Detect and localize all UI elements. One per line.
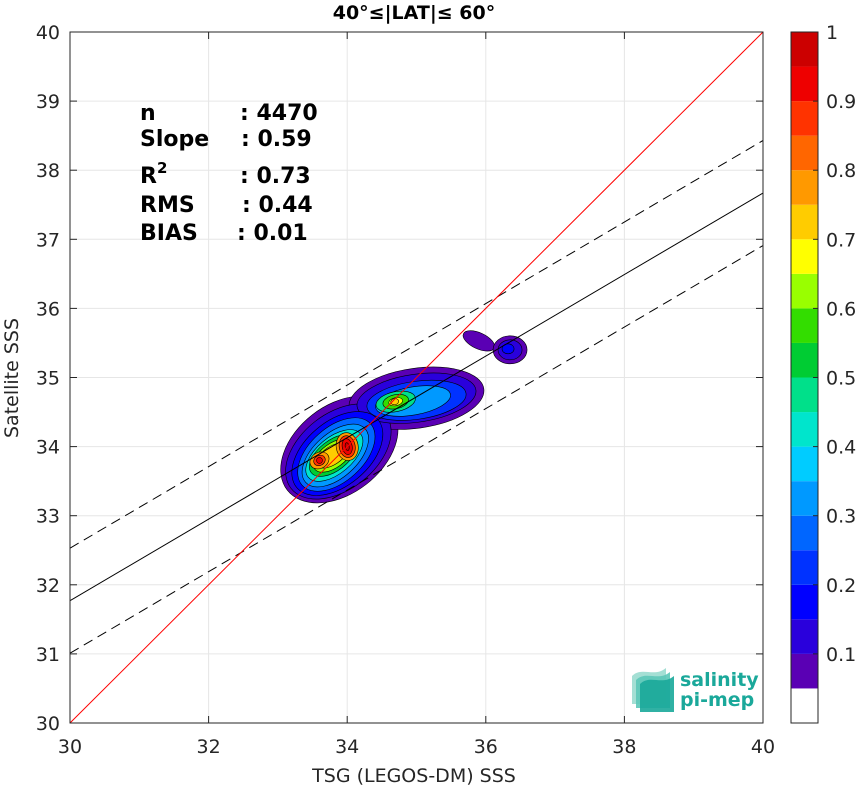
reference-lines — [70, 32, 763, 723]
colorbar-swatch — [791, 688, 818, 723]
colorbar-tick-label: 0.3 — [826, 506, 856, 528]
stat-label: RMS — [140, 193, 195, 218]
colorbar-swatch — [791, 204, 818, 240]
stat-value: : 0.73 — [240, 164, 311, 189]
x-tick-label: 36 — [474, 736, 498, 758]
x-axis-label: TSG (LEGOS-DM) SSS — [311, 765, 516, 787]
colorbar-tick-label: 0.8 — [826, 160, 856, 182]
colorbar-swatch — [791, 170, 818, 205]
y-axis-label: Satellite SSS — [1, 318, 23, 438]
colorbar-tick-label: 0.2 — [826, 575, 856, 597]
colorbar-swatch — [791, 377, 818, 413]
x-tick-label: 30 — [58, 736, 82, 758]
colorbar-swatch — [791, 239, 818, 274]
density-contours — [280, 330, 528, 504]
x-tick-label: 32 — [197, 736, 221, 758]
x-tick-label: 40 — [751, 736, 775, 758]
stat-label: n — [140, 101, 156, 126]
colorbar-tick-label: 0.1 — [826, 644, 856, 666]
colorbar-swatch — [791, 412, 818, 447]
contour-level-18 — [316, 457, 323, 464]
stat-label: BIAS — [140, 221, 198, 246]
colorbar-swatch — [791, 135, 818, 171]
y-tick-label: 33 — [36, 506, 60, 528]
contour-level-3 — [501, 343, 515, 355]
y-tick-label: 32 — [36, 575, 60, 597]
x-tick-label: 38 — [612, 736, 636, 758]
colorbar-swatch — [791, 32, 818, 67]
stat-label: Slope — [140, 127, 209, 152]
y-tick-label: 40 — [36, 22, 60, 44]
y-tick-label: 34 — [36, 437, 60, 459]
y-ticks: 30 31 32 33 34 35 36 37 38 39 40 — [36, 22, 763, 735]
y-tick-label: 38 — [36, 160, 60, 182]
x-ticks: 30 32 34 36 38 40 — [58, 32, 775, 758]
regression-line — [70, 192, 763, 602]
colorbar-swatch — [791, 308, 818, 343]
y-tick-label: 39 — [36, 91, 60, 113]
logo-wave — [640, 676, 674, 712]
colorbar-swatch — [791, 653, 818, 689]
y-tick-label: 31 — [36, 644, 60, 666]
stat-value: : 4470 — [240, 101, 318, 126]
colorbar-swatch — [791, 101, 818, 136]
y-tick-label: 35 — [36, 368, 60, 390]
colorbar-swatch — [791, 619, 818, 654]
logo-text-pimep: pi-mep — [680, 689, 754, 711]
y-tick-label: 30 — [36, 713, 60, 735]
one-to-one-line — [70, 32, 763, 723]
colorbar-swatch — [791, 342, 818, 378]
colorbar-tick-label: 0.5 — [826, 368, 856, 390]
colorbar-tick-label: 0.4 — [826, 437, 856, 459]
salinity-pi-mep-logo: salinity pi-mep — [632, 668, 759, 712]
x-tick-label: 34 — [335, 736, 359, 758]
colorbar: 0.1 0.2 0.3 0.4 0.5 0.6 0.7 0.8 0.9 1 — [790, 22, 856, 724]
colorbar-tick-label: 0.7 — [826, 229, 856, 251]
colorbar-tick-label: 0.9 — [826, 91, 856, 113]
wave-logo-icon — [632, 668, 674, 712]
colorbar-swatch — [791, 273, 818, 309]
lower-bound-line — [70, 245, 763, 654]
colorbar-swatch — [791, 66, 818, 102]
logo-text-salinity: salinity — [680, 669, 759, 691]
stat-superscript: 2 — [157, 159, 167, 177]
chart-title: 40°≤|LAT|≤ 60° — [333, 2, 496, 24]
y-tick-label: 36 — [36, 298, 60, 320]
colorbar-tick-label: 1 — [826, 22, 838, 44]
colorbar-swatch — [791, 481, 818, 516]
colorbar-swatch — [791, 515, 818, 551]
colorbar-swatch — [791, 550, 818, 585]
y-tick-label: 37 — [36, 229, 60, 251]
stat-value: : 0.44 — [242, 193, 313, 218]
upper-bound-line — [70, 140, 763, 549]
colorbar-tick-label: 0.6 — [826, 298, 856, 320]
stat-value: : 0.59 — [241, 127, 312, 152]
colorbar-swatch — [791, 584, 818, 620]
stat-value: : 0.01 — [237, 221, 308, 246]
colorbar-swatch — [791, 446, 818, 482]
